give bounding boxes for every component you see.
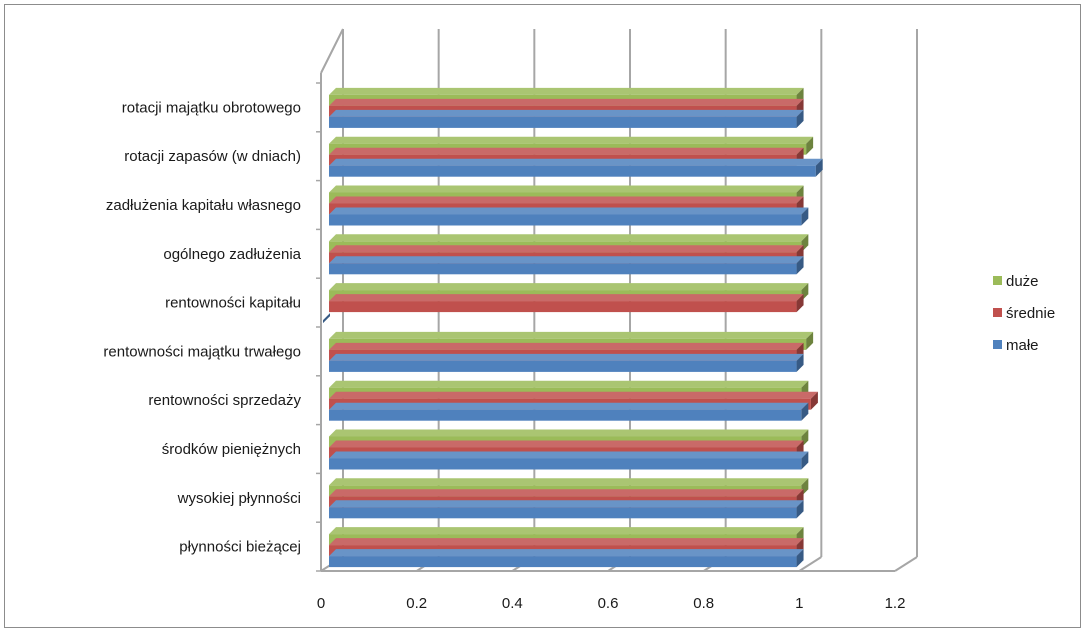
bar (329, 116, 797, 128)
legend-label: małe (1006, 337, 1039, 354)
x-tick-label: 0.4 (502, 595, 523, 612)
bar-top-face (329, 147, 804, 155)
bar-top-face (329, 98, 804, 106)
category-label: ogólnego zadłużenia (163, 246, 301, 263)
bar-side-face (801, 207, 809, 226)
legend-swatch (993, 308, 1002, 317)
bar (329, 458, 802, 470)
bar (329, 301, 797, 313)
floor-gridline (798, 556, 822, 572)
bar-side-face (801, 451, 809, 470)
bar (329, 360, 797, 372)
bar-top-face (329, 185, 804, 193)
bar-top-face (329, 196, 804, 204)
category-label: zadłużenia kapitału własnego (106, 197, 301, 214)
legend-swatch (993, 340, 1002, 349)
legend-swatch (993, 276, 1002, 285)
bar-side-face (810, 391, 818, 410)
bar-top-face (329, 440, 804, 448)
bar (329, 263, 797, 275)
bar-side-face (801, 402, 809, 421)
x-tick-label: 1 (795, 595, 803, 612)
bar-top-face (329, 158, 823, 166)
bar-side-face (806, 136, 814, 155)
bar-top-face (329, 256, 804, 264)
bar-top-face (329, 342, 804, 350)
category-label: płynności bieżącej (179, 539, 301, 556)
bar (329, 507, 797, 519)
bar-side-face (796, 353, 804, 372)
category-label: rentowności majątku trwałego (103, 343, 301, 360)
floor-gridline (894, 556, 918, 572)
category-label: wysokiej płynności (177, 490, 301, 507)
x-tick-label: 0.6 (598, 595, 619, 612)
bar (329, 165, 816, 177)
bar-top-face (329, 136, 814, 144)
bar (329, 214, 802, 226)
legend-label: średnie (1006, 305, 1055, 322)
category-label: rotacji zapasów (w dniach) (124, 148, 301, 165)
bar-top-face (329, 109, 804, 117)
category-label: rentowności sprzedaży (148, 392, 301, 409)
bar-top-face (329, 549, 804, 557)
bar-top-face (329, 353, 804, 361)
bar-top-face (329, 207, 809, 215)
bar-top-face (329, 380, 809, 388)
bar-side-face (796, 549, 804, 568)
bar-top-face (329, 500, 804, 508)
x-tick-label: 0.8 (693, 595, 714, 612)
category-label: rotacji majątku obrotowego (122, 99, 301, 116)
bar-side-face (806, 331, 814, 350)
bar-top-face (329, 489, 804, 497)
category-label: środków pieniężnych (162, 441, 301, 458)
bar-top-face (329, 478, 809, 486)
x-tick-label: 0 (317, 595, 325, 612)
bar-top-face (329, 391, 818, 399)
bar-top-face (329, 283, 809, 291)
bar-side-face (796, 500, 804, 519)
bar-top-face (329, 87, 804, 95)
axis-depth-line (320, 28, 344, 74)
bar-top-face (329, 245, 804, 253)
bar-top-face (329, 294, 804, 302)
bar-side-face (796, 294, 804, 313)
bar-top-face (329, 402, 809, 410)
bar-side-face (796, 256, 804, 275)
bar-top-face (329, 451, 809, 459)
x-tick-label: 1.2 (885, 595, 906, 612)
category-label: rentowności kapitału (165, 295, 301, 312)
bar-top-face (329, 429, 809, 437)
bar-side-face (796, 109, 804, 128)
bar (329, 556, 797, 568)
bar (329, 409, 802, 421)
bar-top-face (329, 538, 804, 546)
bar-top-face (329, 527, 804, 535)
x-tick-label: 0.2 (406, 595, 427, 612)
bar-side-face (815, 158, 823, 177)
bar-top-face (329, 331, 814, 339)
bar (323, 313, 330, 324)
bar-top-face (329, 234, 809, 242)
legend-label: duże (1006, 273, 1039, 290)
